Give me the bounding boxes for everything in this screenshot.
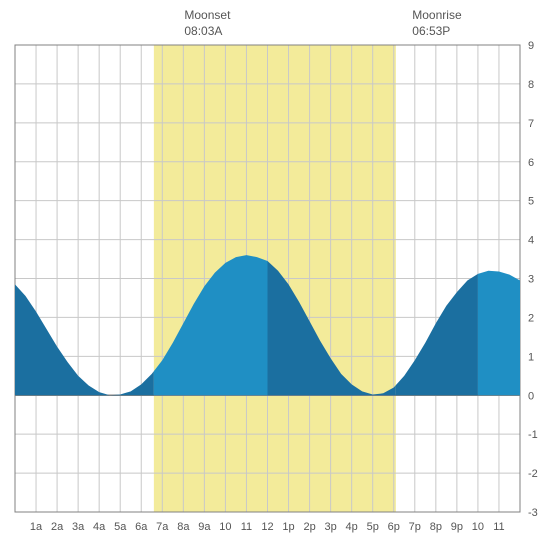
y-tick-label: 4: [528, 235, 534, 247]
moonset-title: Moonset: [184, 8, 230, 24]
y-tick-label: 9: [528, 40, 534, 52]
y-tick-label: 2: [528, 312, 534, 324]
x-tick-label: 8a: [177, 521, 190, 533]
tide-chart: -3-2-101234567891a2a3a4a5a6a7a8a9a101112…: [0, 0, 550, 550]
moonrise-label: Moonrise06:53P: [412, 8, 461, 39]
x-tick-label: 10: [472, 521, 484, 533]
x-tick-label: 11: [241, 521, 252, 533]
x-tick-label: 10: [219, 521, 231, 533]
moonrise-time: 06:53P: [412, 24, 461, 40]
x-tick-label: 5p: [367, 521, 379, 533]
y-tick-label: 3: [528, 274, 534, 286]
x-tick-label: 4p: [346, 521, 358, 533]
x-tick-label: 5a: [114, 521, 127, 533]
x-tick-label: 3p: [325, 521, 337, 533]
y-tick-label: 8: [528, 79, 534, 91]
y-tick-label: -2: [528, 468, 538, 480]
y-tick-label: 6: [528, 157, 534, 169]
x-tick-label: 2a: [51, 521, 64, 533]
moonrise-title: Moonrise: [412, 8, 461, 24]
x-tick-label: 3a: [72, 521, 85, 533]
x-tick-label: 1p: [282, 521, 294, 533]
x-tick-label: 6p: [388, 521, 400, 533]
chart-svg: -3-2-101234567891a2a3a4a5a6a7a8a9a101112…: [0, 0, 550, 550]
y-tick-label: 0: [528, 390, 534, 402]
x-tick-label: 7p: [409, 521, 421, 533]
y-tick-label: 5: [528, 196, 534, 208]
x-tick-label: 9p: [451, 521, 463, 533]
x-tick-label: 8p: [430, 521, 442, 533]
y-tick-label: 7: [528, 118, 534, 130]
x-tick-label: 6a: [135, 521, 148, 533]
x-tick-label: 2p: [303, 521, 315, 533]
y-tick-label: -1: [528, 429, 538, 441]
moonset-label: Moonset08:03A: [184, 8, 230, 39]
x-tick-label: 4a: [93, 521, 106, 533]
x-tick-label: 1a: [30, 521, 43, 533]
y-tick-label: 1: [528, 351, 534, 363]
x-tick-label: 11: [493, 521, 504, 533]
y-tick-label: -3: [528, 507, 538, 519]
x-tick-label: 7a: [156, 521, 169, 533]
x-tick-label: 12: [261, 521, 273, 533]
x-tick-label: 9a: [198, 521, 211, 533]
moonset-time: 08:03A: [184, 24, 230, 40]
tide-series: [15, 255, 520, 395]
